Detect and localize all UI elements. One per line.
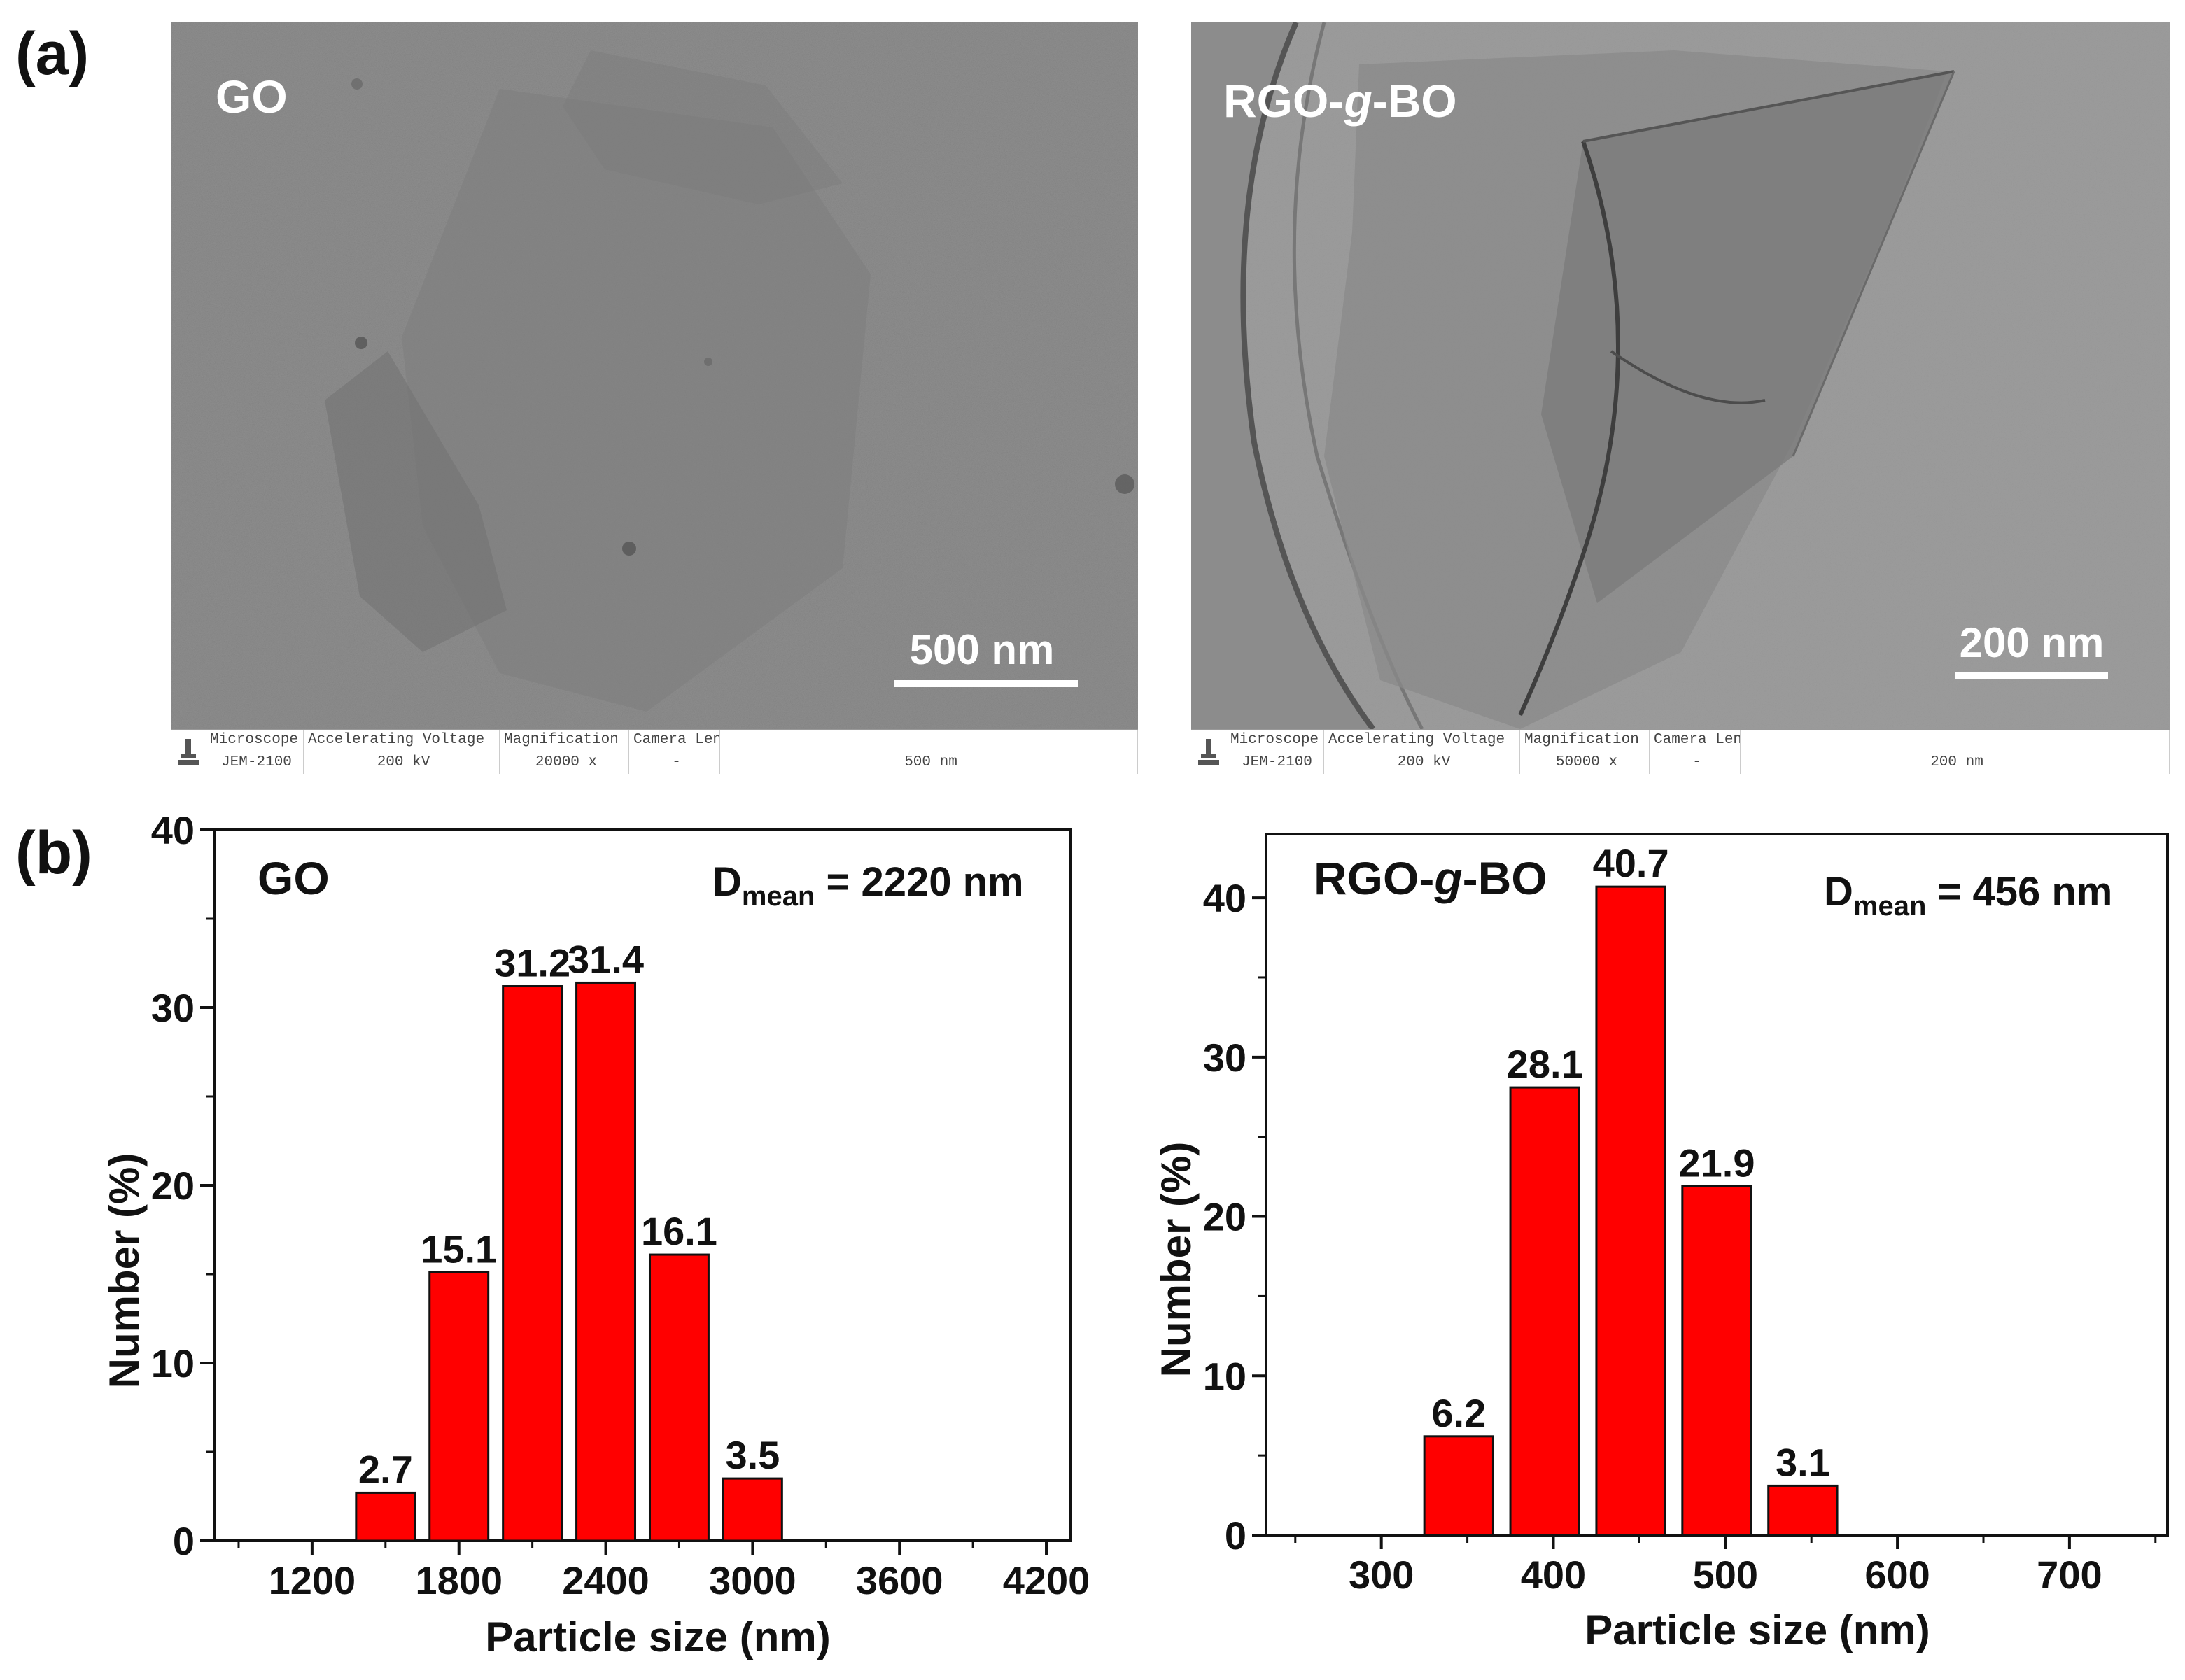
bar-value-label: 31.2 [494,941,570,985]
y-tick-label: 30 [1203,1036,1246,1080]
bar-value-label: 3.5 [725,1433,780,1477]
y-tick-label: 0 [173,1519,195,1563]
info-empty [1741,730,2170,753]
bar-value-label: 31.4 [568,937,644,981]
y-tick-label: 40 [1203,876,1246,920]
bar [575,981,637,1542]
mean-annotation-go: Dmean = 2220 nm [712,859,1024,912]
microscope-icon [178,739,199,765]
info-header: Accelerating Voltage [1324,730,1520,753]
histogram-go: 0 10 20 30 40 1200 1800 2400 3000 3600 4200 2.7 15.… [101,808,1090,1660]
bar-value-label: 28.1 [1507,1042,1583,1086]
x-tick-label: 3000 [709,1558,796,1602]
info-bar-rgo-g-bo: Microscope Accelerating Voltage Magnific… [1191,729,2170,774]
info-bar-go: Microscope Accelerating Voltage Magnific… [171,729,1138,774]
info-header: Microscope [206,730,304,753]
y-tick-label: 0 [1225,1513,1246,1558]
info-value: - [1650,753,1741,774]
info-value: 200 kV [1324,753,1520,774]
bar-value-label: 2.7 [358,1447,413,1491]
y-tick-label: 20 [1203,1195,1246,1239]
plot-frame-go [213,828,1072,1542]
x-tick-label: 600 [1864,1553,1930,1597]
info-value: JEM-2100 [1226,753,1324,774]
scale-bar-label-rgo-g-bo: 200 nm [1959,619,2105,666]
x-axis-label-rgo-g-bo: Particle size (nm) [1585,1607,1930,1653]
x-tick-label: 3600 [856,1558,943,1602]
info-header: Microscope [1226,730,1324,753]
info-value: 50000 x [1520,753,1650,774]
y-tick-label: 30 [151,986,195,1030]
info-value: JEM-2100 [206,753,304,774]
bar [355,1491,416,1542]
panel-label-b: (b) [15,819,92,887]
x-tick-label: 400 [1521,1553,1586,1597]
bar [1681,1185,1752,1537]
bar-value-label: 15.1 [421,1227,497,1271]
info-value: 20000 x [500,753,629,774]
bar-value-label: 3.1 [1776,1440,1830,1484]
x-tick-label: 1200 [269,1558,356,1602]
y-tick-label: 20 [151,1164,195,1208]
info-value: - [629,753,720,774]
x-tick-label: 500 [1693,1553,1758,1597]
chart-title-rgo-g-bo: RGO-g-BO [1314,852,1547,904]
tem-label-go: GO [216,71,288,122]
bar [1509,1086,1580,1537]
histogram-rgo-g-bo: 0 10 20 30 40 300 400 500 600 700 6.2 28.1 40.7 21.9… [1153,833,2169,1653]
bar [502,985,563,1542]
info-header: Camera Length [629,730,720,753]
tem-label-rgo-g-bo: RGO-g-BO [1223,75,1457,127]
bar-value-label: 21.9 [1679,1141,1755,1185]
info-scale: 200 nm [1741,753,2170,774]
panel-label-a: (a) [15,20,90,87]
bar [1767,1484,1839,1537]
y-axis-label-go: Number (%) [101,1153,148,1389]
bar [648,1253,710,1542]
mean-annotation-rgo-g-bo: Dmean = 456 nm [1824,869,2112,922]
tem-image-go: GO 500 nm Microscope Accelerating Voltag… [171,22,1138,774]
x-axis-label-go: Particle size (nm) [485,1614,831,1660]
chart-title-go: GO [258,852,330,904]
x-tick-label: 2400 [562,1558,649,1602]
x-tick-label: 4200 [1003,1558,1090,1602]
x-tick-label: 1800 [415,1558,503,1602]
bar [722,1477,783,1542]
info-empty [720,730,1138,753]
info-scale: 500 nm [720,753,1138,774]
y-tick-label: 10 [1203,1354,1246,1398]
info-header: Magnification [500,730,629,753]
y-axis-label-rgo-g-bo-visible: Number (%) [1153,1142,1200,1378]
y-tick-label: 10 [151,1341,195,1385]
bar [1595,885,1666,1537]
bar-value-label: 6.2 [1431,1391,1486,1435]
bar [1423,1435,1494,1537]
info-header: Magnification [1520,730,1650,753]
microscope-icon [1198,739,1219,765]
info-value: 200 kV [304,753,500,774]
bar-value-label: 16.1 [641,1209,717,1253]
info-header: Accelerating Voltage [304,730,500,753]
bar [428,1271,490,1542]
tem-rgo-micrograph [1191,22,2170,731]
tem-go-micrograph [171,22,1138,729]
scale-bar-rgo-g-bo [1955,672,2108,679]
x-tick-label: 300 [1349,1553,1414,1597]
x-tick-label: 700 [2037,1553,2102,1597]
info-header: Camera Length [1650,730,1741,753]
y-tick-label: 40 [151,808,195,852]
scale-bar-go [894,680,1078,687]
scale-bar-label-go: 500 nm [909,626,1055,673]
tem-image-rgo-g-bo: RGO-g-BO 200 nm Microscope Accelerating … [1191,22,2170,774]
bar-value-label: 40.7 [1593,841,1669,885]
